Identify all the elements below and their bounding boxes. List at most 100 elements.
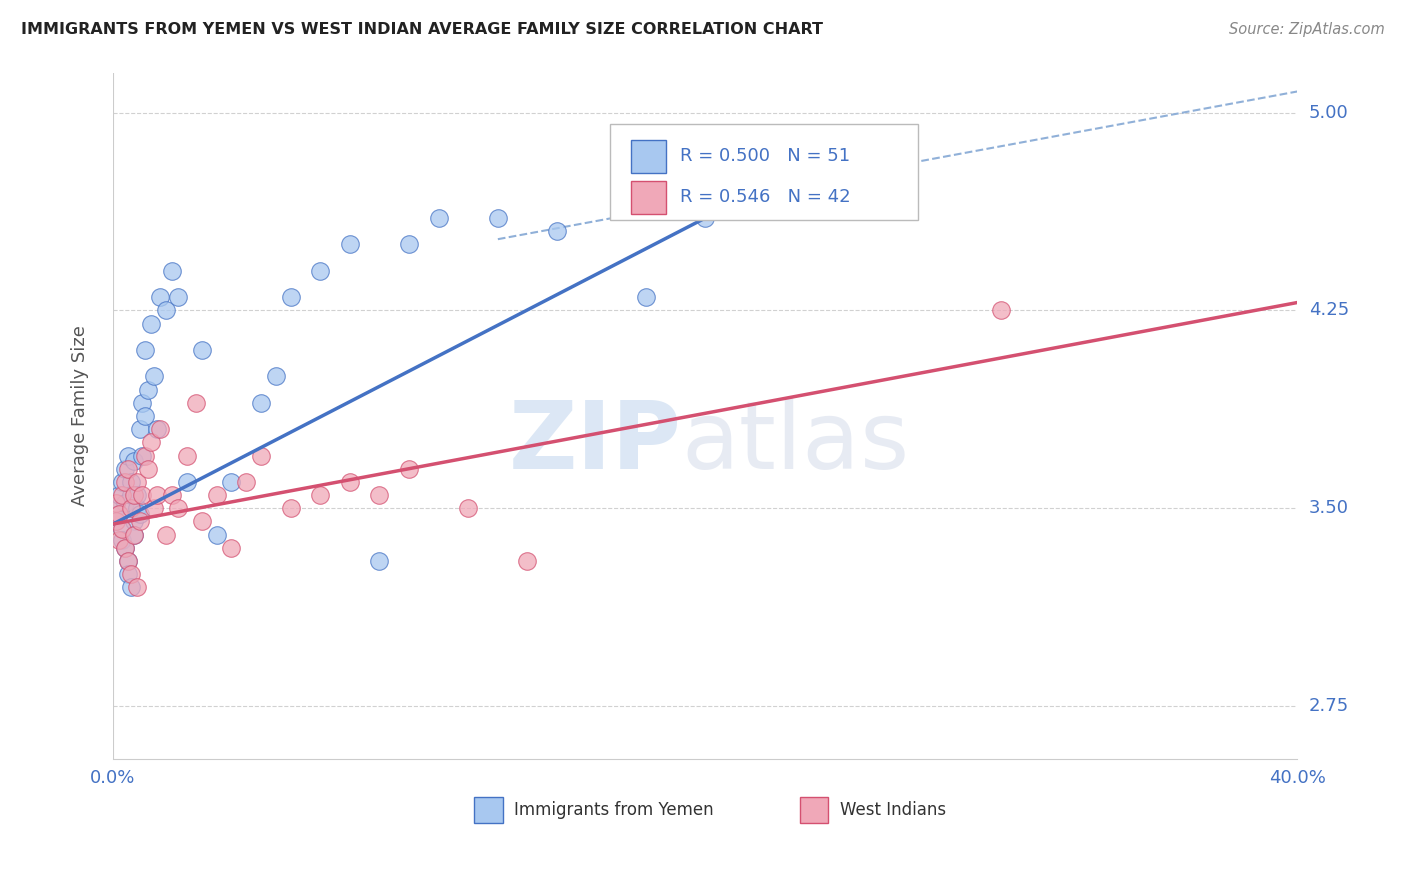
Point xyxy=(205,527,228,541)
Point xyxy=(250,449,273,463)
Bar xyxy=(800,797,828,823)
Point xyxy=(190,515,212,529)
Point xyxy=(107,488,129,502)
Point xyxy=(134,343,156,357)
Text: 5.00: 5.00 xyxy=(1309,103,1348,121)
Point xyxy=(339,237,361,252)
Point xyxy=(117,554,139,568)
Point xyxy=(149,422,172,436)
Text: ZIP: ZIP xyxy=(509,398,682,490)
Point xyxy=(235,475,257,489)
Point xyxy=(143,501,166,516)
Point xyxy=(128,422,150,436)
Point xyxy=(184,396,207,410)
Point xyxy=(114,496,136,510)
Point xyxy=(128,515,150,529)
Point xyxy=(104,501,127,516)
Point xyxy=(131,488,153,502)
Bar xyxy=(630,140,666,173)
Point xyxy=(114,541,136,555)
Point xyxy=(120,501,142,516)
Point xyxy=(104,515,127,529)
FancyBboxPatch shape xyxy=(610,124,918,220)
Bar xyxy=(474,797,502,823)
Text: 2.75: 2.75 xyxy=(1309,698,1348,715)
Point xyxy=(634,290,657,304)
Point xyxy=(114,541,136,555)
Point xyxy=(111,488,134,502)
Point xyxy=(138,383,160,397)
Text: 4.25: 4.25 xyxy=(1309,301,1348,319)
Point xyxy=(141,317,163,331)
Text: West Indians: West Indians xyxy=(841,801,946,820)
Point xyxy=(457,501,479,516)
Point xyxy=(339,475,361,489)
Point xyxy=(264,369,287,384)
Point xyxy=(111,475,134,489)
Point xyxy=(398,461,420,475)
Point xyxy=(155,527,177,541)
Text: atlas: atlas xyxy=(682,398,910,490)
Point xyxy=(111,522,134,536)
Point xyxy=(107,533,129,547)
Point xyxy=(107,507,129,521)
Point xyxy=(427,211,450,225)
Point xyxy=(309,488,332,502)
Point xyxy=(280,501,302,516)
Point xyxy=(114,475,136,489)
Text: Source: ZipAtlas.com: Source: ZipAtlas.com xyxy=(1229,22,1385,37)
Point xyxy=(398,237,420,252)
Point xyxy=(120,567,142,582)
Point xyxy=(516,554,538,568)
Point xyxy=(368,488,391,502)
Bar xyxy=(630,181,666,214)
Point xyxy=(122,488,145,502)
Point xyxy=(111,522,134,536)
Point xyxy=(117,567,139,582)
Point xyxy=(280,290,302,304)
Point xyxy=(134,409,156,423)
Point xyxy=(221,475,243,489)
Point xyxy=(125,488,148,502)
Point xyxy=(122,454,145,468)
Point xyxy=(114,461,136,475)
Point xyxy=(486,211,509,225)
Point xyxy=(546,224,568,238)
Point xyxy=(117,461,139,475)
Point xyxy=(117,554,139,568)
Text: IMMIGRANTS FROM YEMEN VS WEST INDIAN AVERAGE FAMILY SIZE CORRELATION CHART: IMMIGRANTS FROM YEMEN VS WEST INDIAN AVE… xyxy=(21,22,823,37)
Point xyxy=(167,501,190,516)
Text: R = 0.546   N = 42: R = 0.546 N = 42 xyxy=(681,188,851,206)
Point xyxy=(125,475,148,489)
Point xyxy=(143,369,166,384)
Point xyxy=(131,449,153,463)
Point xyxy=(122,515,145,529)
Point xyxy=(160,488,183,502)
Point xyxy=(176,449,198,463)
Point xyxy=(122,527,145,541)
Point xyxy=(205,488,228,502)
Point xyxy=(155,303,177,318)
Point xyxy=(122,527,145,541)
Point xyxy=(141,435,163,450)
Point xyxy=(104,515,127,529)
Point xyxy=(309,264,332,278)
Text: R = 0.500   N = 51: R = 0.500 N = 51 xyxy=(681,147,851,165)
Point xyxy=(131,396,153,410)
Point xyxy=(120,488,142,502)
Point xyxy=(221,541,243,555)
Point xyxy=(120,581,142,595)
Point xyxy=(107,507,129,521)
Point xyxy=(190,343,212,357)
Point xyxy=(128,507,150,521)
Point xyxy=(104,496,127,510)
Point xyxy=(111,533,134,547)
Point xyxy=(176,475,198,489)
Point xyxy=(125,581,148,595)
Point xyxy=(125,501,148,516)
Y-axis label: Average Family Size: Average Family Size xyxy=(72,326,89,507)
Point xyxy=(134,449,156,463)
Point xyxy=(250,396,273,410)
Point xyxy=(120,475,142,489)
Point xyxy=(160,264,183,278)
